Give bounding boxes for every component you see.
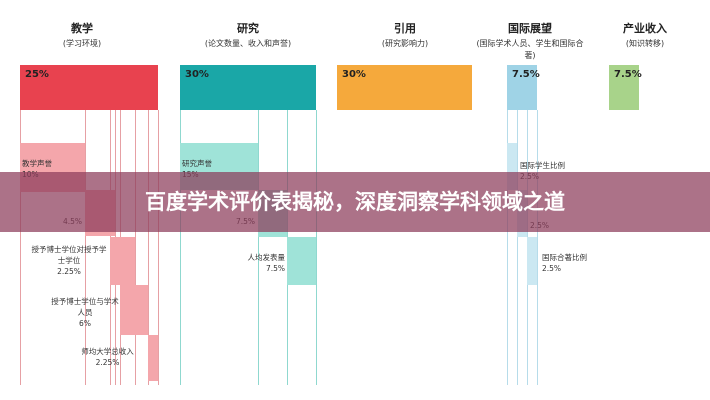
weight-bar: 30% — [180, 65, 316, 110]
item-box — [110, 237, 135, 285]
guide-line — [258, 110, 259, 385]
item-weight: 2.25% — [95, 358, 120, 367]
item-label: 授予博士学位与学术人员 6% — [50, 296, 120, 329]
guide-line — [135, 110, 136, 385]
item-weight: 2.5% — [542, 264, 562, 273]
item-name: 研究声誉 — [182, 159, 212, 168]
item-name: 人均发表量 — [247, 253, 286, 262]
item-box — [507, 143, 517, 190]
column-subtitle: (研究影响力) — [381, 39, 429, 48]
banner-title: 百度学术评价表揭秘，深度洞察学科领域之道 — [0, 172, 710, 232]
item-weight: 7.5% — [265, 264, 285, 273]
item-name: 授予博士学位对授予学士学位 — [31, 245, 107, 265]
weight-bar: 30% — [337, 65, 472, 110]
column-subtitle: (学习环境) — [62, 39, 102, 48]
guide-line — [537, 110, 538, 385]
item-label: 国际合著比例 2.5% — [542, 252, 622, 274]
guide-line — [507, 110, 508, 385]
guide-line — [148, 110, 149, 385]
item-name: 师均大学总收入 — [81, 347, 134, 356]
weight-bar: 7.5% — [609, 65, 642, 110]
item-name: 教学声誉 — [22, 159, 52, 168]
column-title: 研究 — [237, 22, 259, 35]
item-name: 国际合著比例 — [542, 253, 587, 262]
guide-line — [20, 110, 21, 385]
item-label: 师均大学总收入 2.25% — [70, 346, 145, 368]
guide-line — [180, 110, 181, 385]
item-name: 授予博士学位与学术人员 — [51, 297, 119, 317]
weight-bar: 25% — [20, 65, 158, 110]
column-title: 国际展望 — [508, 22, 552, 35]
item-box — [527, 237, 537, 285]
column-title: 引用 — [394, 22, 416, 35]
item-label: 人均发表量 7.5% — [225, 252, 286, 274]
column-title: 产业收入 — [623, 22, 667, 35]
item-box — [287, 237, 316, 285]
column-subtitle: (知识转移) — [625, 39, 665, 48]
item-label: 授予博士学位对授予学士学位 2.25% — [30, 244, 108, 277]
column-title: 教学 — [71, 22, 93, 35]
weight-bar: 7.5% — [507, 65, 540, 110]
item-box — [120, 285, 148, 335]
item-weight: 2.25% — [57, 267, 81, 276]
item-box — [148, 335, 158, 381]
item-weight: 6% — [79, 319, 91, 328]
item-name: 国际学生比例 — [520, 161, 565, 170]
column-subtitle: (国际学术人员、学生和国际合著) — [476, 39, 584, 60]
column-subtitle: (论文数量、收入和声誉) — [204, 39, 292, 48]
guide-line — [316, 110, 317, 385]
guide-line — [517, 110, 518, 385]
guide-line — [158, 110, 159, 385]
guide-line — [85, 110, 86, 385]
